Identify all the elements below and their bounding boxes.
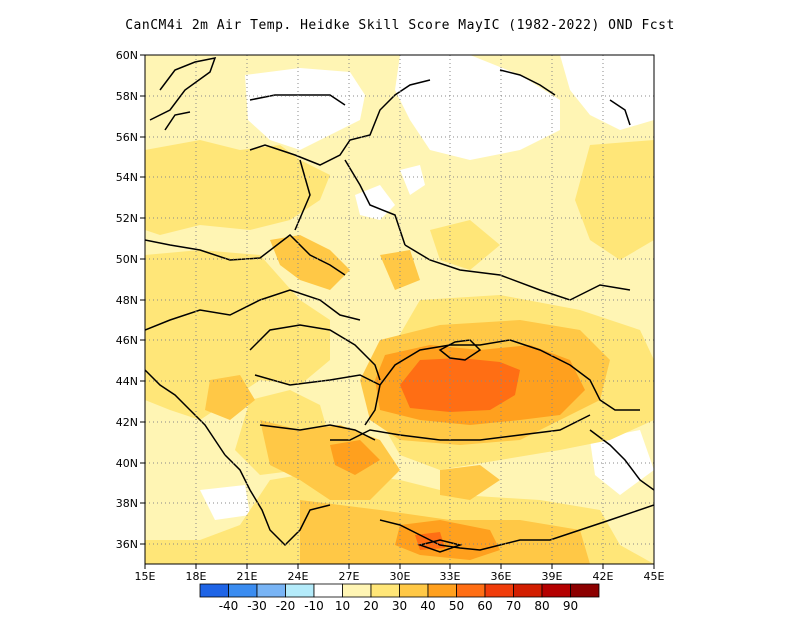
map-title: CanCM4i 2m Air Temp. Heidke Skill Score …	[125, 18, 675, 33]
colorbar-label: 80	[534, 599, 549, 613]
skill-band-30-40	[205, 375, 255, 420]
colorbar-label: 10	[335, 599, 350, 613]
baltic-south-coast	[249, 79, 431, 166]
skill-band-none	[245, 68, 365, 150]
lat-tick-label: 46N	[116, 334, 138, 347]
turkey-north-coast	[330, 414, 591, 441]
gotland-coast	[164, 111, 191, 131]
colorbar-swatch	[313, 583, 343, 598]
skill-band-none	[395, 55, 560, 160]
hungary-slovakia-border	[145, 289, 361, 331]
colorbar-swatch	[427, 583, 457, 598]
lithuania-border	[294, 159, 311, 231]
lon-tick-label: 36E	[491, 570, 512, 583]
colorbar-swatch	[228, 583, 258, 598]
skill-band-30-40	[380, 250, 420, 290]
lat-tick-label: 58N	[116, 90, 138, 103]
colorbar-label: -10	[304, 599, 324, 613]
romania-border	[249, 324, 381, 381]
colorbar-label: 70	[506, 599, 521, 613]
russia-interior-line	[499, 69, 556, 96]
colorbar-swatch	[456, 583, 486, 598]
lon-tick-label: 39E	[542, 570, 563, 583]
colorbar-swatch	[256, 583, 286, 598]
skill-band-30-40	[270, 235, 350, 290]
colorbar-label: -30	[247, 599, 267, 613]
colorbar-swatch	[399, 583, 429, 598]
lat-tick-label: 50N	[116, 253, 138, 266]
lon-tick-label: 18E	[186, 570, 207, 583]
lat-lon-grid	[145, 55, 654, 564]
lat-tick-label: 36N	[116, 538, 138, 551]
cyprus-coast	[417, 539, 463, 553]
skill-band-20-30	[430, 220, 500, 270]
lon-tick-labels: 15E 18E 21E 24E 27E 30E 33E 36E 39E 42E …	[135, 570, 665, 583]
turkey-south-coast	[379, 504, 654, 551]
colorbar-label: 90	[563, 599, 578, 613]
colorbar-label: 60	[477, 599, 492, 613]
colorbar-swatch	[541, 583, 571, 598]
colorbar-swatch	[199, 583, 229, 598]
skill-band-20-30	[145, 140, 330, 235]
colorbar-label: 40	[420, 599, 435, 613]
lat-tick-label: 42N	[116, 416, 138, 429]
greece-coast	[224, 454, 331, 547]
colorbar-label: 20	[363, 599, 378, 613]
lat-tick-label: 56N	[116, 131, 138, 144]
skill-band-20-30	[575, 140, 654, 260]
lat-tick-label: 60N	[116, 49, 138, 62]
poland-border	[145, 234, 346, 276]
colorbar-swatch	[342, 583, 372, 598]
lon-tick-label: 27E	[339, 570, 360, 583]
skill-band-40-50	[330, 440, 380, 475]
finland-gulf-coast	[249, 94, 346, 106]
lon-tick-label: 21E	[237, 570, 258, 583]
lat-tick-label: 38N	[116, 497, 138, 510]
skill-band-50-60	[400, 358, 520, 412]
colorbar-swatch	[484, 583, 514, 598]
skill-band-none	[400, 165, 425, 195]
colorbar-label: -20	[276, 599, 296, 613]
lat-tick-label: 52N	[116, 212, 138, 225]
lon-tick-label: 42E	[593, 570, 614, 583]
lon-tick-label: 30E	[390, 570, 411, 583]
black-sea-north-coast	[364, 339, 640, 426]
adriatic-coast	[145, 369, 226, 456]
axis-ticks	[140, 54, 655, 569]
lon-tick-label: 45E	[644, 570, 665, 583]
skill-band-30-40	[440, 465, 500, 500]
lat-tick-label: 54N	[116, 171, 138, 184]
colorbar-label: -40	[219, 599, 239, 613]
lat-tick-labels: 36N 38N 40N 42N 44N 46N 48N 50N 52N 54N …	[116, 49, 138, 551]
lat-tick-label: 48N	[116, 294, 138, 307]
colorbar-swatch	[570, 583, 600, 598]
colorbar-swatch	[285, 583, 315, 598]
ukraine-russia-border	[404, 244, 631, 301]
lon-tick-label: 15E	[135, 570, 156, 583]
lat-tick-label: 44N	[116, 375, 138, 388]
scandinavia-coast	[149, 57, 217, 121]
colorbar-swatch	[370, 583, 400, 598]
colorbar-swatch	[513, 583, 543, 598]
coastlines-and-borders	[145, 57, 654, 553]
bulgaria-north-border	[254, 374, 381, 386]
crimea-coast	[438, 339, 482, 361]
colorbar: -40 -30 -20 -10 10 20 30 40 50 60 70 80 90	[199, 583, 600, 613]
belarus-border	[344, 159, 406, 246]
lon-tick-label: 24E	[288, 570, 309, 583]
skill-shading	[145, 55, 654, 564]
colorbar-label: 30	[392, 599, 407, 613]
skill-band-30-40	[260, 420, 400, 500]
skill-band-none	[560, 55, 654, 130]
colorbar-label: 50	[449, 599, 464, 613]
lon-tick-label: 33E	[440, 570, 461, 583]
russia-interior-line	[609, 99, 631, 126]
lat-tick-label: 40N	[116, 457, 138, 470]
